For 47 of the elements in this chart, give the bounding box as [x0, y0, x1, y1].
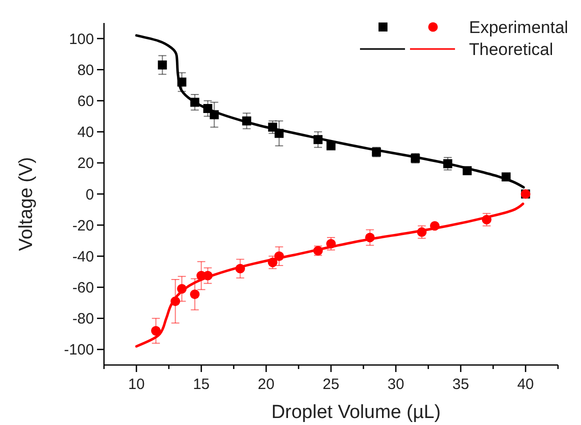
point [151, 326, 161, 336]
point [235, 264, 245, 274]
y-tick-label: 40 [77, 124, 94, 142]
point [365, 232, 375, 242]
x-tick-label: 15 [192, 376, 210, 393]
y-tick-label: 0 [86, 186, 94, 204]
x-tick-label: 20 [258, 376, 274, 393]
y-tick-label: -80 [72, 310, 94, 328]
x-tick-label: 25 [322, 376, 340, 393]
y-tick-label: 80 [77, 62, 94, 79]
y-tick-label: 20 [77, 155, 94, 172]
y-tick-label: -60 [72, 280, 94, 297]
point [482, 214, 492, 224]
x-tick-label: 10 [128, 376, 145, 393]
point [158, 60, 167, 70]
y-tick-label: -40 [72, 248, 94, 266]
point [274, 128, 284, 138]
y-tick-label: -100 [64, 342, 94, 359]
point [177, 78, 186, 87]
y-tick-label: -20 [72, 217, 94, 234]
point [170, 296, 180, 306]
point [462, 166, 472, 176]
point [190, 98, 200, 107]
point [502, 172, 511, 182]
y-axis-title: Voltage (V) [16, 157, 37, 251]
line-series [135, 202, 524, 348]
point [210, 110, 219, 120]
point [268, 122, 278, 132]
point [190, 289, 200, 300]
point [417, 227, 427, 237]
legend-label: Experimental [469, 18, 568, 37]
x-axis-title: Droplet Volume (µL) [271, 402, 441, 423]
y-tick-label: 60 [77, 92, 94, 110]
x-tick-label: 35 [452, 376, 470, 393]
x-tick-label: 30 [388, 376, 404, 393]
point [242, 116, 252, 126]
point [443, 159, 452, 168]
x-tick-label: 40 [517, 376, 534, 393]
point [314, 135, 323, 144]
y-tick-label: 100 [68, 30, 94, 48]
point [430, 221, 440, 231]
legend-label: Theoretical [469, 40, 554, 59]
point [326, 141, 336, 150]
point [177, 284, 187, 294]
point [274, 251, 284, 261]
point [202, 270, 213, 280]
point [203, 104, 212, 113]
